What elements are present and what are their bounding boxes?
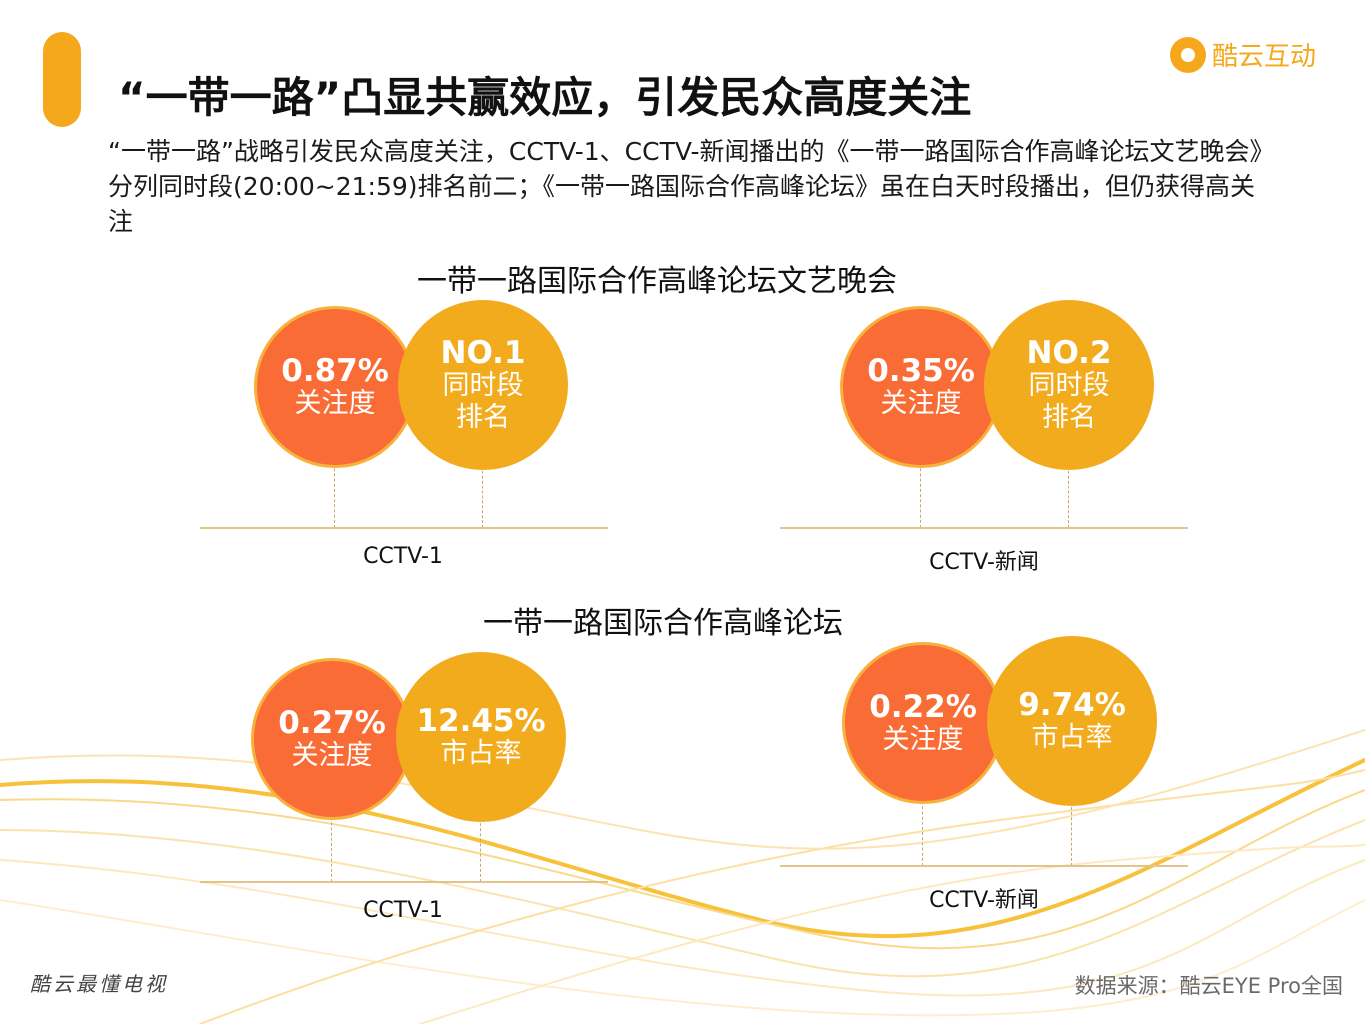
stem [920, 458, 921, 528]
section2-right-chart: 0.22% 关注度 9.74% 市占率 CCTV-新闻 [780, 636, 1190, 926]
attention-label: 关注度 [294, 388, 376, 419]
share-bubble: 9.74% 市占率 [987, 636, 1157, 806]
stem [482, 466, 483, 528]
rank-label: 排名 [1042, 402, 1096, 433]
stem [334, 458, 335, 528]
attention-value: 0.87% [281, 353, 389, 389]
section1-left-chart: 0.87% 关注度 NO.1 同时段 排名 CCTV-1 [200, 298, 610, 588]
section2-title: 一带一路国际合作高峰论坛 [483, 606, 843, 641]
attention-bubble: 0.22% 关注度 [842, 642, 1004, 804]
baseline [780, 527, 1188, 529]
rank-value: NO.1 [440, 335, 526, 371]
attention-value: 0.35% [867, 353, 975, 389]
attention-bubble: 0.35% 关注度 [840, 306, 1002, 468]
rank-bubble: NO.2 同时段 排名 [984, 300, 1154, 470]
attention-value: 0.22% [869, 689, 977, 725]
channel-label: CCTV-新闻 [929, 888, 1039, 913]
channel-label: CCTV-新闻 [929, 550, 1039, 575]
share-bubble: 12.45% 市占率 [396, 652, 566, 822]
baseline [200, 527, 608, 529]
rank-label: 同时段 [1028, 370, 1110, 401]
share-label: 市占率 [440, 738, 522, 769]
stem [480, 818, 481, 882]
rank-value: NO.2 [1026, 335, 1112, 371]
stem [331, 812, 332, 882]
rank-bubble: NO.1 同时段 排名 [398, 300, 568, 470]
data-source-note: 数据来源：酷云EYE Pro全国 [1074, 974, 1343, 998]
channel-label: CCTV-1 [363, 898, 443, 923]
title-accent-dot [98, 128, 112, 142]
rank-label: 排名 [456, 402, 510, 433]
stem [922, 796, 923, 866]
attention-bubble: 0.87% 关注度 [254, 306, 416, 468]
attention-label: 关注度 [880, 388, 962, 419]
intro-paragraph: “一带一路”战略引发民众高度关注，CCTV-1、CCTV-新闻播出的《一带一路国… [108, 137, 1275, 236]
brand-logo-text: 酷云互动 [1212, 42, 1317, 72]
stem [1068, 466, 1069, 528]
brand-logo-icon [1170, 36, 1206, 73]
rank-label: 同时段 [442, 370, 524, 401]
share-value: 12.45% [416, 703, 546, 739]
page-title: “一带一路”凸显共赢效应，引发民众高度关注 [118, 73, 972, 122]
title-accent-pill [43, 32, 112, 142]
attention-bubble: 0.27% 关注度 [251, 658, 413, 820]
baseline [200, 881, 608, 883]
section1-right-chart: 0.35% 关注度 NO.2 同时段 排名 CCTV-新闻 [780, 298, 1190, 588]
share-value: 9.74% [1018, 687, 1126, 723]
stem [1071, 802, 1072, 866]
attention-label: 关注度 [882, 724, 964, 755]
brand-logo: 酷云互动 [1170, 36, 1316, 73]
baseline [780, 865, 1188, 867]
section2-left-chart: 0.27% 关注度 12.45% 市占率 CCTV-1 [200, 652, 610, 942]
channel-label: CCTV-1 [363, 544, 443, 569]
section1-title: 一带一路国际合作高峰论坛文艺晚会 [417, 264, 897, 299]
footer-slogan: 酷云最懂电视 [30, 972, 168, 996]
attention-value: 0.27% [278, 705, 386, 741]
attention-label: 关注度 [291, 740, 373, 771]
share-label: 市占率 [1031, 722, 1113, 753]
